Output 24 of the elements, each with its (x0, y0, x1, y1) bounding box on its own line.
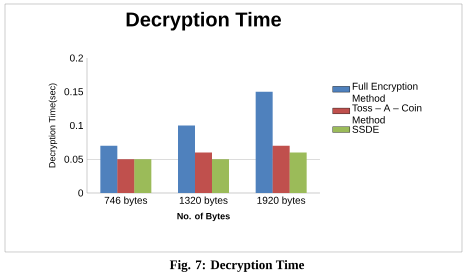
bar (290, 152, 307, 193)
caption: Fig. 7: Decryption Time (170, 260, 304, 272)
legend-label: Toss – A – Coin Method (352, 104, 422, 124)
x-tick-label: 1320 bytes (180, 196, 228, 206)
y-tick-label: 0.1 (70, 122, 83, 129)
legend-label: SSDE (352, 126, 379, 133)
y-tick-label: 0.15 (64, 88, 84, 96)
bar (212, 159, 229, 193)
y-tick-label: 0 (78, 189, 84, 196)
x-axis-title: No. of Bytes (177, 212, 230, 221)
bar (195, 152, 212, 193)
bar (100, 146, 118, 193)
bar (178, 125, 195, 193)
bar (134, 159, 152, 193)
chart-title: Decryption Time (126, 12, 281, 30)
bar (117, 159, 134, 193)
bar (256, 92, 273, 193)
x-tick-label: 1920 bytes (257, 196, 306, 206)
y-tick-label: 0.2 (70, 54, 83, 62)
y-tick-label: 0.05 (64, 156, 84, 163)
bar (272, 146, 290, 193)
x-tick-label: 746 bytes (104, 196, 148, 206)
y-axis-title: Decryption Time(sec) (48, 83, 58, 168)
legend-label: Full Encryption Method (352, 82, 418, 102)
